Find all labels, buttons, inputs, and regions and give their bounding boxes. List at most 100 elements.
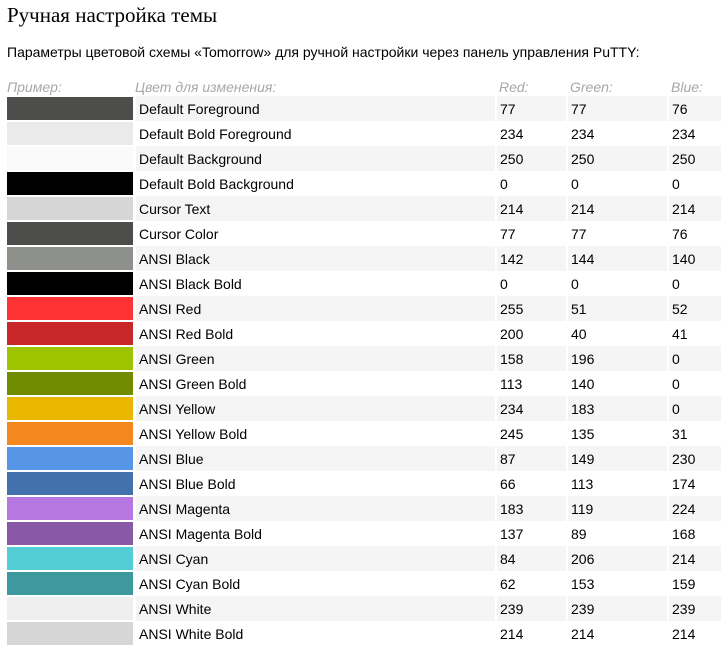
blue-value-cell: 0 (667, 371, 721, 396)
green-value-cell: 119 (566, 496, 668, 521)
blue-value-cell: 76 (667, 96, 721, 121)
color-swatch (7, 422, 133, 445)
blue-value-cell: 31 (667, 421, 721, 446)
color-sample-cell (7, 371, 135, 396)
blue-value-cell: 140 (667, 246, 721, 271)
green-value-cell: 153 (566, 571, 668, 596)
red-value-cell: 200 (495, 321, 567, 346)
color-sample-cell (7, 621, 135, 646)
green-value-cell: 0 (566, 271, 668, 296)
red-value-cell: 84 (495, 546, 567, 571)
color-name-cell: ANSI White (134, 596, 496, 621)
color-name-cell: ANSI Black Bold (134, 271, 496, 296)
color-name-cell: ANSI Yellow Bold (134, 421, 496, 446)
green-value-cell: 214 (566, 621, 668, 646)
blue-value-cell: 224 (667, 496, 721, 521)
color-sample-cell (7, 596, 135, 621)
blue-value-cell: 52 (667, 296, 721, 321)
blue-value-cell: 0 (667, 171, 721, 196)
color-sample-cell (7, 546, 135, 571)
blue-value-cell: 41 (667, 321, 721, 346)
green-value-cell: 113 (566, 471, 668, 496)
color-swatch (7, 497, 133, 520)
red-value-cell: 62 (495, 571, 567, 596)
blue-value-cell: 230 (667, 446, 721, 471)
header-color-name: Цвет для изменения: (135, 78, 277, 95)
red-value-cell: 234 (495, 121, 567, 146)
intro-text: Параметры цветовой схемы «Tomorrow» для … (7, 44, 640, 60)
color-sample-cell (7, 271, 135, 296)
color-name-cell: Cursor Text (134, 196, 496, 221)
color-swatch (7, 222, 133, 245)
green-value-cell: 77 (566, 96, 668, 121)
color-sample-cell (7, 571, 135, 596)
table-row: ANSI Magenta Bold 137 89 168 (7, 521, 721, 546)
color-name-cell: ANSI Cyan Bold (134, 571, 496, 596)
color-swatch (7, 347, 133, 370)
red-value-cell: 66 (495, 471, 567, 496)
red-value-cell: 250 (495, 146, 567, 171)
blue-value-cell: 0 (667, 346, 721, 371)
green-value-cell: 77 (566, 221, 668, 246)
color-sample-cell (7, 396, 135, 421)
green-value-cell: 51 (566, 296, 668, 321)
header-red: Red: (499, 78, 529, 95)
color-swatch (7, 397, 133, 420)
table-row: ANSI Black Bold 0 0 0 (7, 271, 721, 296)
color-swatch (7, 597, 133, 620)
green-value-cell: 144 (566, 246, 668, 271)
red-value-cell: 245 (495, 421, 567, 446)
color-name-cell: ANSI Magenta Bold (134, 521, 496, 546)
color-name-cell: ANSI Cyan (134, 546, 496, 571)
green-value-cell: 89 (566, 521, 668, 546)
green-value-cell: 140 (566, 371, 668, 396)
color-name-cell: ANSI Blue Bold (134, 471, 496, 496)
green-value-cell: 183 (566, 396, 668, 421)
header-sample: Пример: (7, 78, 62, 95)
green-value-cell: 250 (566, 146, 668, 171)
color-swatch (7, 522, 133, 545)
table-row: ANSI Green 158 196 0 (7, 346, 721, 371)
color-swatch (7, 322, 133, 345)
blue-value-cell: 76 (667, 221, 721, 246)
color-swatch (7, 447, 133, 470)
table-row: ANSI White 239 239 239 (7, 596, 721, 621)
header-green: Green: (570, 78, 613, 95)
color-name-cell: ANSI White Bold (134, 621, 496, 646)
color-name-cell: ANSI Magenta (134, 496, 496, 521)
table-row: ANSI Red Bold 200 40 41 (7, 321, 721, 346)
green-value-cell: 214 (566, 196, 668, 221)
color-swatch (7, 622, 133, 645)
blue-value-cell: 0 (667, 271, 721, 296)
color-name-cell: ANSI Yellow (134, 396, 496, 421)
red-value-cell: 0 (495, 271, 567, 296)
red-value-cell: 183 (495, 496, 567, 521)
color-sample-cell (7, 346, 135, 371)
table-row: ANSI Blue 87 149 230 (7, 446, 721, 471)
color-name-cell: Default Foreground (134, 96, 496, 121)
table-row: ANSI Magenta 183 119 224 (7, 496, 721, 521)
color-sample-cell (7, 146, 135, 171)
blue-value-cell: 239 (667, 596, 721, 621)
table-row: ANSI Cyan 84 206 214 (7, 546, 721, 571)
color-swatch (7, 372, 133, 395)
color-sample-cell (7, 521, 135, 546)
red-value-cell: 239 (495, 596, 567, 621)
green-value-cell: 149 (566, 446, 668, 471)
red-value-cell: 87 (495, 446, 567, 471)
color-swatch (7, 547, 133, 570)
color-name-cell: ANSI Red (134, 296, 496, 321)
color-swatch (7, 297, 133, 320)
blue-value-cell: 168 (667, 521, 721, 546)
green-value-cell: 239 (566, 596, 668, 621)
blue-value-cell: 0 (667, 396, 721, 421)
table-row: ANSI Blue Bold 66 113 174 (7, 471, 721, 496)
color-sample-cell (7, 121, 135, 146)
color-name-cell: ANSI Green Bold (134, 371, 496, 396)
blue-value-cell: 234 (667, 121, 721, 146)
table-row: ANSI Cyan Bold 62 153 159 (7, 571, 721, 596)
color-swatch (7, 272, 133, 295)
table-row: Cursor Color 77 77 76 (7, 221, 721, 246)
color-sample-cell (7, 171, 135, 196)
color-sample-cell (7, 96, 135, 121)
